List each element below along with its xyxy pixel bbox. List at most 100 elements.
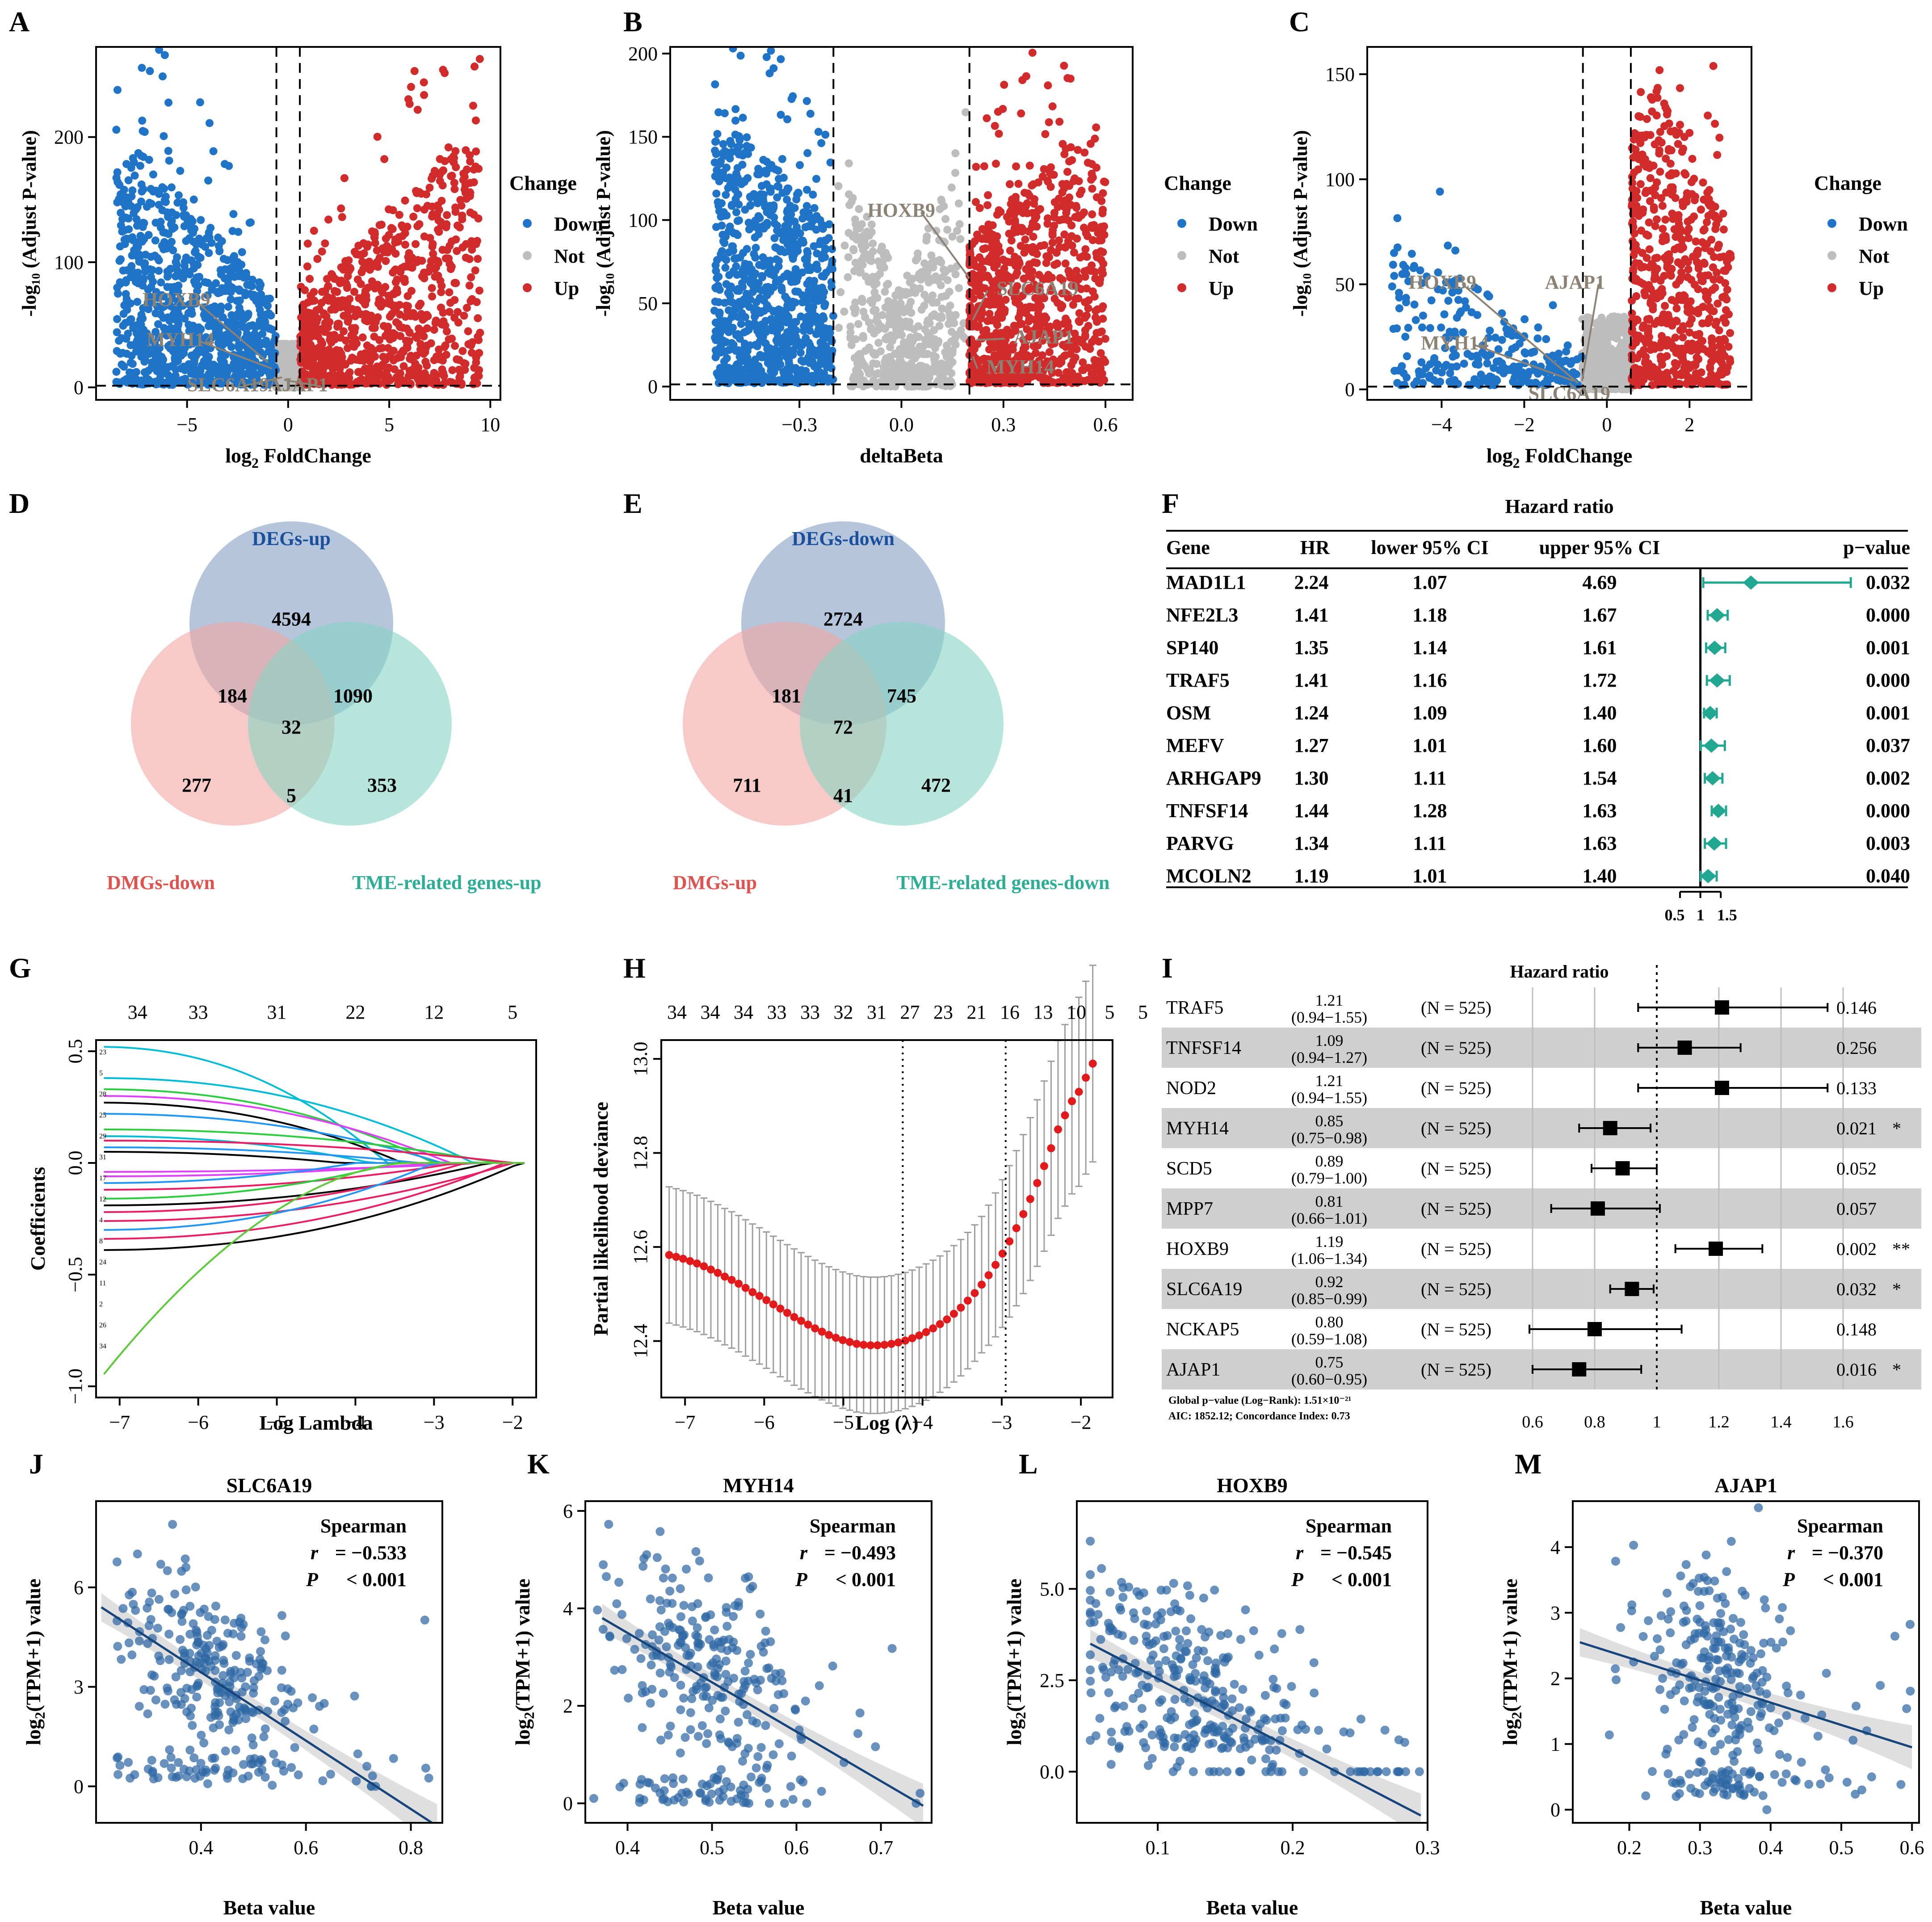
down-point [227, 295, 235, 303]
up-point [1005, 217, 1013, 226]
down-point [225, 287, 234, 296]
up-point [318, 247, 326, 256]
not-point [929, 263, 937, 272]
down-point [743, 133, 751, 142]
down-point [766, 185, 774, 193]
down-point [774, 313, 783, 321]
down-point [149, 170, 157, 179]
up-point [371, 284, 379, 293]
down-point [726, 371, 734, 380]
up-point [397, 264, 406, 273]
not-point [835, 323, 843, 332]
up-point [1074, 146, 1082, 154]
up-point [1063, 74, 1072, 82]
up-point [324, 282, 332, 290]
down-point [766, 201, 774, 210]
down-point [173, 198, 182, 207]
down-point [231, 317, 239, 325]
up-point [1016, 225, 1024, 233]
x-tick-label: 10 [480, 414, 500, 436]
up-point [1092, 164, 1100, 172]
up-point [412, 240, 420, 248]
up-point [474, 314, 482, 323]
up-point [983, 114, 991, 122]
down-point [762, 169, 770, 178]
not-point [882, 379, 891, 387]
panel-letter-i: I [1162, 952, 1173, 984]
down-point [794, 247, 802, 255]
down-point [716, 316, 725, 325]
down-point [774, 182, 783, 191]
up-point [977, 378, 985, 387]
up-point [1088, 261, 1096, 270]
up-point [1075, 317, 1083, 325]
up-point [1025, 317, 1033, 326]
up-point [979, 327, 987, 336]
down-point [766, 211, 774, 219]
up-point [993, 210, 1001, 219]
up-point [1044, 81, 1052, 90]
not-point [854, 320, 863, 328]
up-point [439, 308, 447, 317]
down-point [719, 208, 728, 216]
down-point [207, 239, 216, 247]
down-point [743, 353, 752, 362]
down-point [773, 193, 781, 201]
down-point [757, 182, 766, 190]
down-point [158, 183, 167, 192]
down-point [113, 290, 122, 298]
up-point [984, 191, 992, 199]
down-point [771, 345, 779, 353]
down-point [112, 174, 121, 182]
down-point [827, 337, 836, 345]
not-point [849, 246, 858, 255]
up-point [472, 147, 480, 155]
down-point [818, 293, 826, 302]
down-point [224, 280, 232, 289]
down-point [712, 223, 721, 231]
down-point [191, 280, 200, 289]
up-point [395, 210, 403, 219]
down-point [796, 161, 804, 169]
down-point [793, 226, 801, 235]
not-point [869, 306, 878, 315]
down-point [237, 364, 245, 373]
down-point [173, 253, 181, 261]
down-point [119, 310, 128, 318]
down-point [188, 217, 197, 226]
up-point [373, 133, 382, 141]
down-point [145, 293, 154, 301]
up-point [323, 275, 332, 283]
down-point [115, 336, 123, 345]
up-point [375, 344, 384, 353]
up-point [423, 324, 431, 332]
down-point [168, 217, 176, 225]
down-point [713, 130, 722, 138]
up-point [454, 318, 462, 327]
down-point [739, 295, 748, 304]
up-point [362, 296, 370, 304]
down-point [189, 264, 198, 273]
down-point [133, 298, 142, 306]
not-point [852, 335, 860, 344]
up-point [975, 204, 984, 212]
down-point [783, 301, 792, 310]
down-point [180, 262, 189, 270]
down-point [163, 283, 172, 291]
up-point [1034, 298, 1043, 306]
up-point [1092, 306, 1100, 315]
up-point [966, 347, 975, 356]
up-point [1064, 267, 1073, 275]
down-point [202, 333, 210, 341]
up-point [993, 250, 1001, 258]
down-point [189, 237, 197, 246]
up-point [446, 265, 455, 273]
not-point [858, 298, 867, 306]
down-point [235, 303, 244, 312]
up-point [336, 365, 344, 373]
down-point [746, 224, 755, 232]
down-point [735, 359, 743, 368]
not-point [849, 375, 857, 383]
up-point [1031, 214, 1039, 223]
up-point [456, 196, 465, 204]
